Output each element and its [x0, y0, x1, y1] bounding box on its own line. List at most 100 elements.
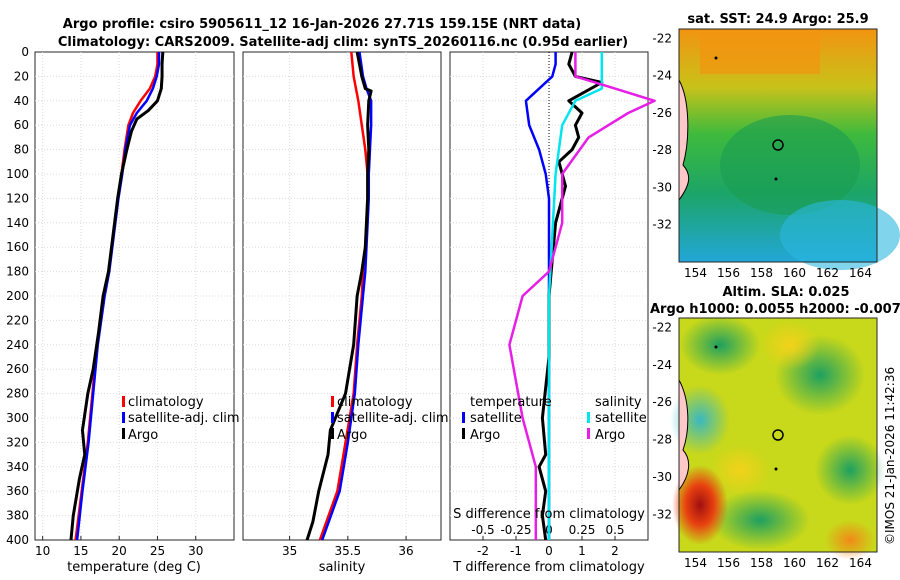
legend-swatch-s-satellite [587, 412, 590, 423]
lat-tick-label: -22 [652, 31, 672, 45]
legend-swatch-climatology [122, 396, 125, 407]
sla-map-subtitle: Argo h1000: 0.0055 h2000: -0.007 [650, 302, 900, 317]
sla-blob-9 [825, 520, 875, 560]
temperature-grid [35, 52, 234, 540]
salinity-panel: 35 35.5 36 salinity climatology satellite-… [242, 51, 449, 575]
sst-argo-location [772, 139, 784, 151]
s-tick-label: -0.5 [471, 523, 494, 537]
depth-tick-label: 40 [14, 94, 29, 108]
lon-tick-label: 164 [849, 556, 872, 570]
difference-panel: -2 -1 0 1 2 -0.5 -0.25 0 0.25 0.5 T difference f… [449, 51, 656, 575]
sst-lon-ticks: 154 156 158 160 162 164 [684, 266, 872, 280]
depth-tick-label: 360 [6, 484, 29, 498]
lon-tick-label: 160 [783, 556, 806, 570]
s-tick-label: 0.25 [569, 523, 596, 537]
depth-tick-label: 100 [6, 167, 29, 181]
depth-tick-label: 140 [6, 216, 29, 230]
lon-tick-label: 154 [684, 266, 707, 280]
s-tick-label: -0.25 [500, 523, 531, 537]
sla-map-panel: Altim. SLA: 0.025 Argo h1000: 0.0055 h20… [650, 285, 900, 570]
sla-blob-7 [710, 445, 770, 495]
lat-tick-label: -32 [652, 218, 672, 232]
sla-blob-1 [680, 315, 760, 375]
depth-tick-label: 280 [6, 387, 29, 401]
legend-swatch-argo [331, 428, 334, 439]
lon-tick-label: 156 [717, 266, 740, 280]
x-tick-label: 25 [150, 544, 165, 558]
depth-tick-label: 180 [6, 265, 29, 279]
sst-coastline [678, 79, 690, 201]
sla-island-2 [774, 467, 778, 471]
depth-tick-label: 120 [6, 191, 29, 205]
sla-blob-6 [760, 320, 820, 370]
depth-tick-label: 200 [6, 289, 29, 303]
temperature-x-ticks: 10 15 20 25 30 [35, 536, 203, 558]
lon-tick-label: 164 [849, 266, 872, 280]
x-tick-label: 35 [282, 544, 297, 558]
temperature-depth-ticks: 0 20 40 60 80 100 120 140 160 180 200 220 240 260 280 3… [6, 45, 29, 547]
lat-tick-label: -24 [652, 69, 672, 83]
lat-tick-label: -24 [652, 358, 672, 372]
temperature-lines [69, 51, 165, 541]
sla-blob-8 [672, 465, 728, 545]
difference-x-ticks: -2 -1 0 1 2 [477, 536, 619, 558]
x-tick-label: 10 [35, 544, 50, 558]
legend-swatch-t-argo [462, 428, 465, 439]
legend-climatology: climatology [128, 395, 204, 410]
lat-tick-label: -26 [652, 395, 672, 409]
depth-tick-label: 380 [6, 509, 29, 523]
sla-argo-location [772, 429, 784, 441]
sst-warm-patch [700, 29, 820, 74]
depth-tick-label: 220 [6, 313, 29, 327]
series-line [537, 51, 604, 541]
x-tick-label: 0 [545, 544, 553, 558]
x-tick-label: -1 [510, 544, 522, 558]
lon-tick-label: 158 [750, 266, 773, 280]
x-tick-label: -2 [477, 544, 489, 558]
temperature-panel: 0 20 40 60 80 100 120 140 160 180 200 220 240 260 280 3… [6, 45, 240, 575]
lat-tick-label: -32 [652, 508, 672, 522]
main-title-line1: Argo profile: csiro 5905611_12 16-Jan-20… [63, 17, 581, 32]
legend-t-satellite: satellite [470, 411, 522, 426]
difference-legend: temperature salinity satellite Argo sate… [462, 395, 647, 443]
x-tick-label: 36 [398, 544, 413, 558]
sla-island-1 [714, 345, 718, 349]
legend-s-satellite: satellite [595, 411, 647, 426]
legend-t-argo: Argo [470, 428, 500, 443]
x-tick-label: 35.5 [334, 544, 361, 558]
x-tick-label: 15 [73, 544, 88, 558]
lat-tick-label: -26 [652, 106, 672, 120]
legend-swatch-climatology [331, 396, 334, 407]
lon-tick-label: 156 [717, 556, 740, 570]
legend-swatch-argo [122, 428, 125, 439]
depth-tick-label: 320 [6, 435, 29, 449]
salinity-grid [243, 52, 441, 540]
x-tick-label: 20 [112, 544, 127, 558]
salinity-x-ticks: 35 35.5 36 [282, 536, 414, 558]
legend-swatch-s-argo [587, 428, 590, 439]
legend-satellite-adj: satellite-adj. clim [337, 411, 449, 426]
temperature-legend: climatology satellite-adj. clim Argo [122, 395, 240, 443]
series-line [305, 51, 373, 541]
salinity-legend: climatology satellite-adj. clim Argo [331, 395, 449, 443]
legend-swatch-satellite [331, 412, 334, 423]
depth-tick-label: 80 [14, 143, 29, 157]
depth-tick-label: 340 [6, 460, 29, 474]
sst-map-title: sat. SST: 24.9 Argo: 25.9 [687, 12, 868, 27]
series-line [508, 52, 656, 540]
depth-tick-label: 300 [6, 411, 29, 425]
sst-cool-patch [780, 200, 900, 270]
x-tick-label: 1 [578, 544, 586, 558]
x-tick-label: 2 [611, 544, 619, 558]
lat-tick-label: -30 [652, 470, 672, 484]
lon-tick-label: 158 [750, 556, 773, 570]
depth-tick-label: 60 [14, 118, 29, 132]
lon-tick-label: 162 [816, 556, 839, 570]
legend-header-temperature: temperature [470, 395, 552, 410]
depth-tick-label: 160 [6, 240, 29, 254]
depth-tick-label: 240 [6, 338, 29, 352]
difference-xlabel-top: S difference from climatology [453, 507, 645, 522]
sla-map-frame [678, 317, 878, 553]
series-line [547, 52, 604, 540]
